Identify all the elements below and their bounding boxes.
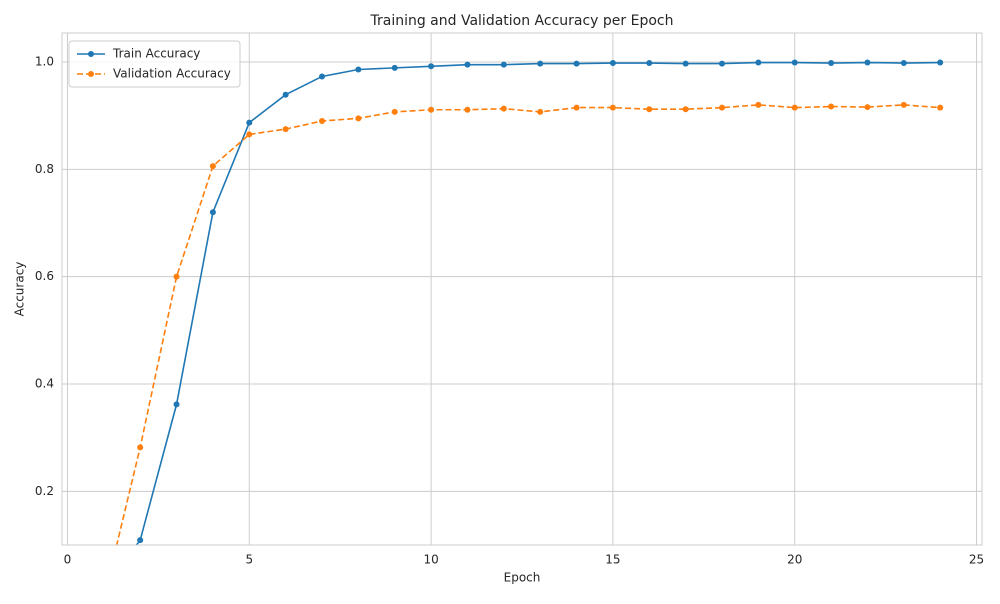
data-point — [355, 66, 362, 73]
legend-box — [68, 40, 241, 88]
data-point — [609, 104, 616, 111]
data-point — [500, 105, 507, 112]
data-point — [246, 131, 253, 138]
data-point — [391, 108, 398, 115]
data-point — [173, 273, 180, 280]
data-point — [573, 60, 580, 67]
data-point — [428, 63, 435, 70]
data-point — [464, 61, 471, 68]
y-axis-label: Accuracy — [13, 262, 27, 317]
data-point — [864, 59, 871, 66]
y-tick-label: 0.2 — [35, 484, 54, 498]
data-point — [646, 60, 653, 67]
data-point — [319, 73, 325, 80]
data-point — [282, 126, 289, 133]
data-point — [537, 108, 544, 115]
x-tick-label: 25 — [969, 553, 984, 567]
y-tick-label: 0.6 — [35, 269, 54, 283]
plot-frame — [61, 32, 983, 546]
x-axis-label: Epoch — [504, 571, 541, 585]
data-point — [900, 101, 907, 108]
data-point — [464, 106, 471, 113]
data-point — [900, 60, 907, 67]
data-point — [209, 209, 216, 216]
x-tick-label: 20 — [787, 553, 802, 567]
x-tick-label: 15 — [605, 553, 620, 567]
y-tick-label: 0.4 — [35, 376, 54, 390]
x-tick-label: 10 — [423, 553, 438, 567]
data-point — [828, 103, 835, 110]
y-tick-label: 1.0 — [35, 54, 54, 68]
data-point — [864, 104, 871, 111]
data-point — [791, 59, 798, 66]
data-point — [319, 118, 325, 125]
data-point — [391, 64, 398, 71]
data-point — [682, 106, 689, 113]
data-point — [937, 104, 944, 111]
data-point — [609, 60, 616, 67]
series-line — [115, 104, 941, 545]
data-point — [937, 59, 944, 66]
data-point — [282, 91, 289, 98]
data-point — [500, 61, 507, 68]
data-point — [137, 537, 144, 544]
data-point — [755, 101, 762, 108]
legend-label: Validation Accuracy — [113, 67, 231, 81]
data-point — [537, 60, 544, 67]
data-point — [209, 163, 216, 170]
data-point — [246, 119, 253, 126]
data-point — [355, 115, 362, 122]
data-point — [791, 104, 798, 111]
chart-title: Training and Validation Accuracy per Epo… — [369, 13, 673, 29]
x-tick-label: 5 — [245, 553, 253, 567]
data-point — [573, 104, 580, 111]
data-point — [719, 104, 725, 111]
legend-label: Train Accuracy — [112, 47, 200, 61]
data-point — [719, 60, 725, 67]
legend-marker — [88, 71, 94, 77]
legend-marker — [88, 51, 94, 57]
data-point — [682, 60, 689, 67]
data-point — [428, 106, 435, 113]
data-point — [755, 59, 762, 66]
x-tick-label: 0 — [64, 553, 72, 567]
series-line — [135, 61, 941, 545]
data-point — [646, 106, 653, 113]
data-point — [173, 401, 180, 408]
y-tick-label: 0.8 — [35, 162, 54, 176]
data-point — [828, 60, 835, 67]
data-point — [137, 444, 144, 451]
